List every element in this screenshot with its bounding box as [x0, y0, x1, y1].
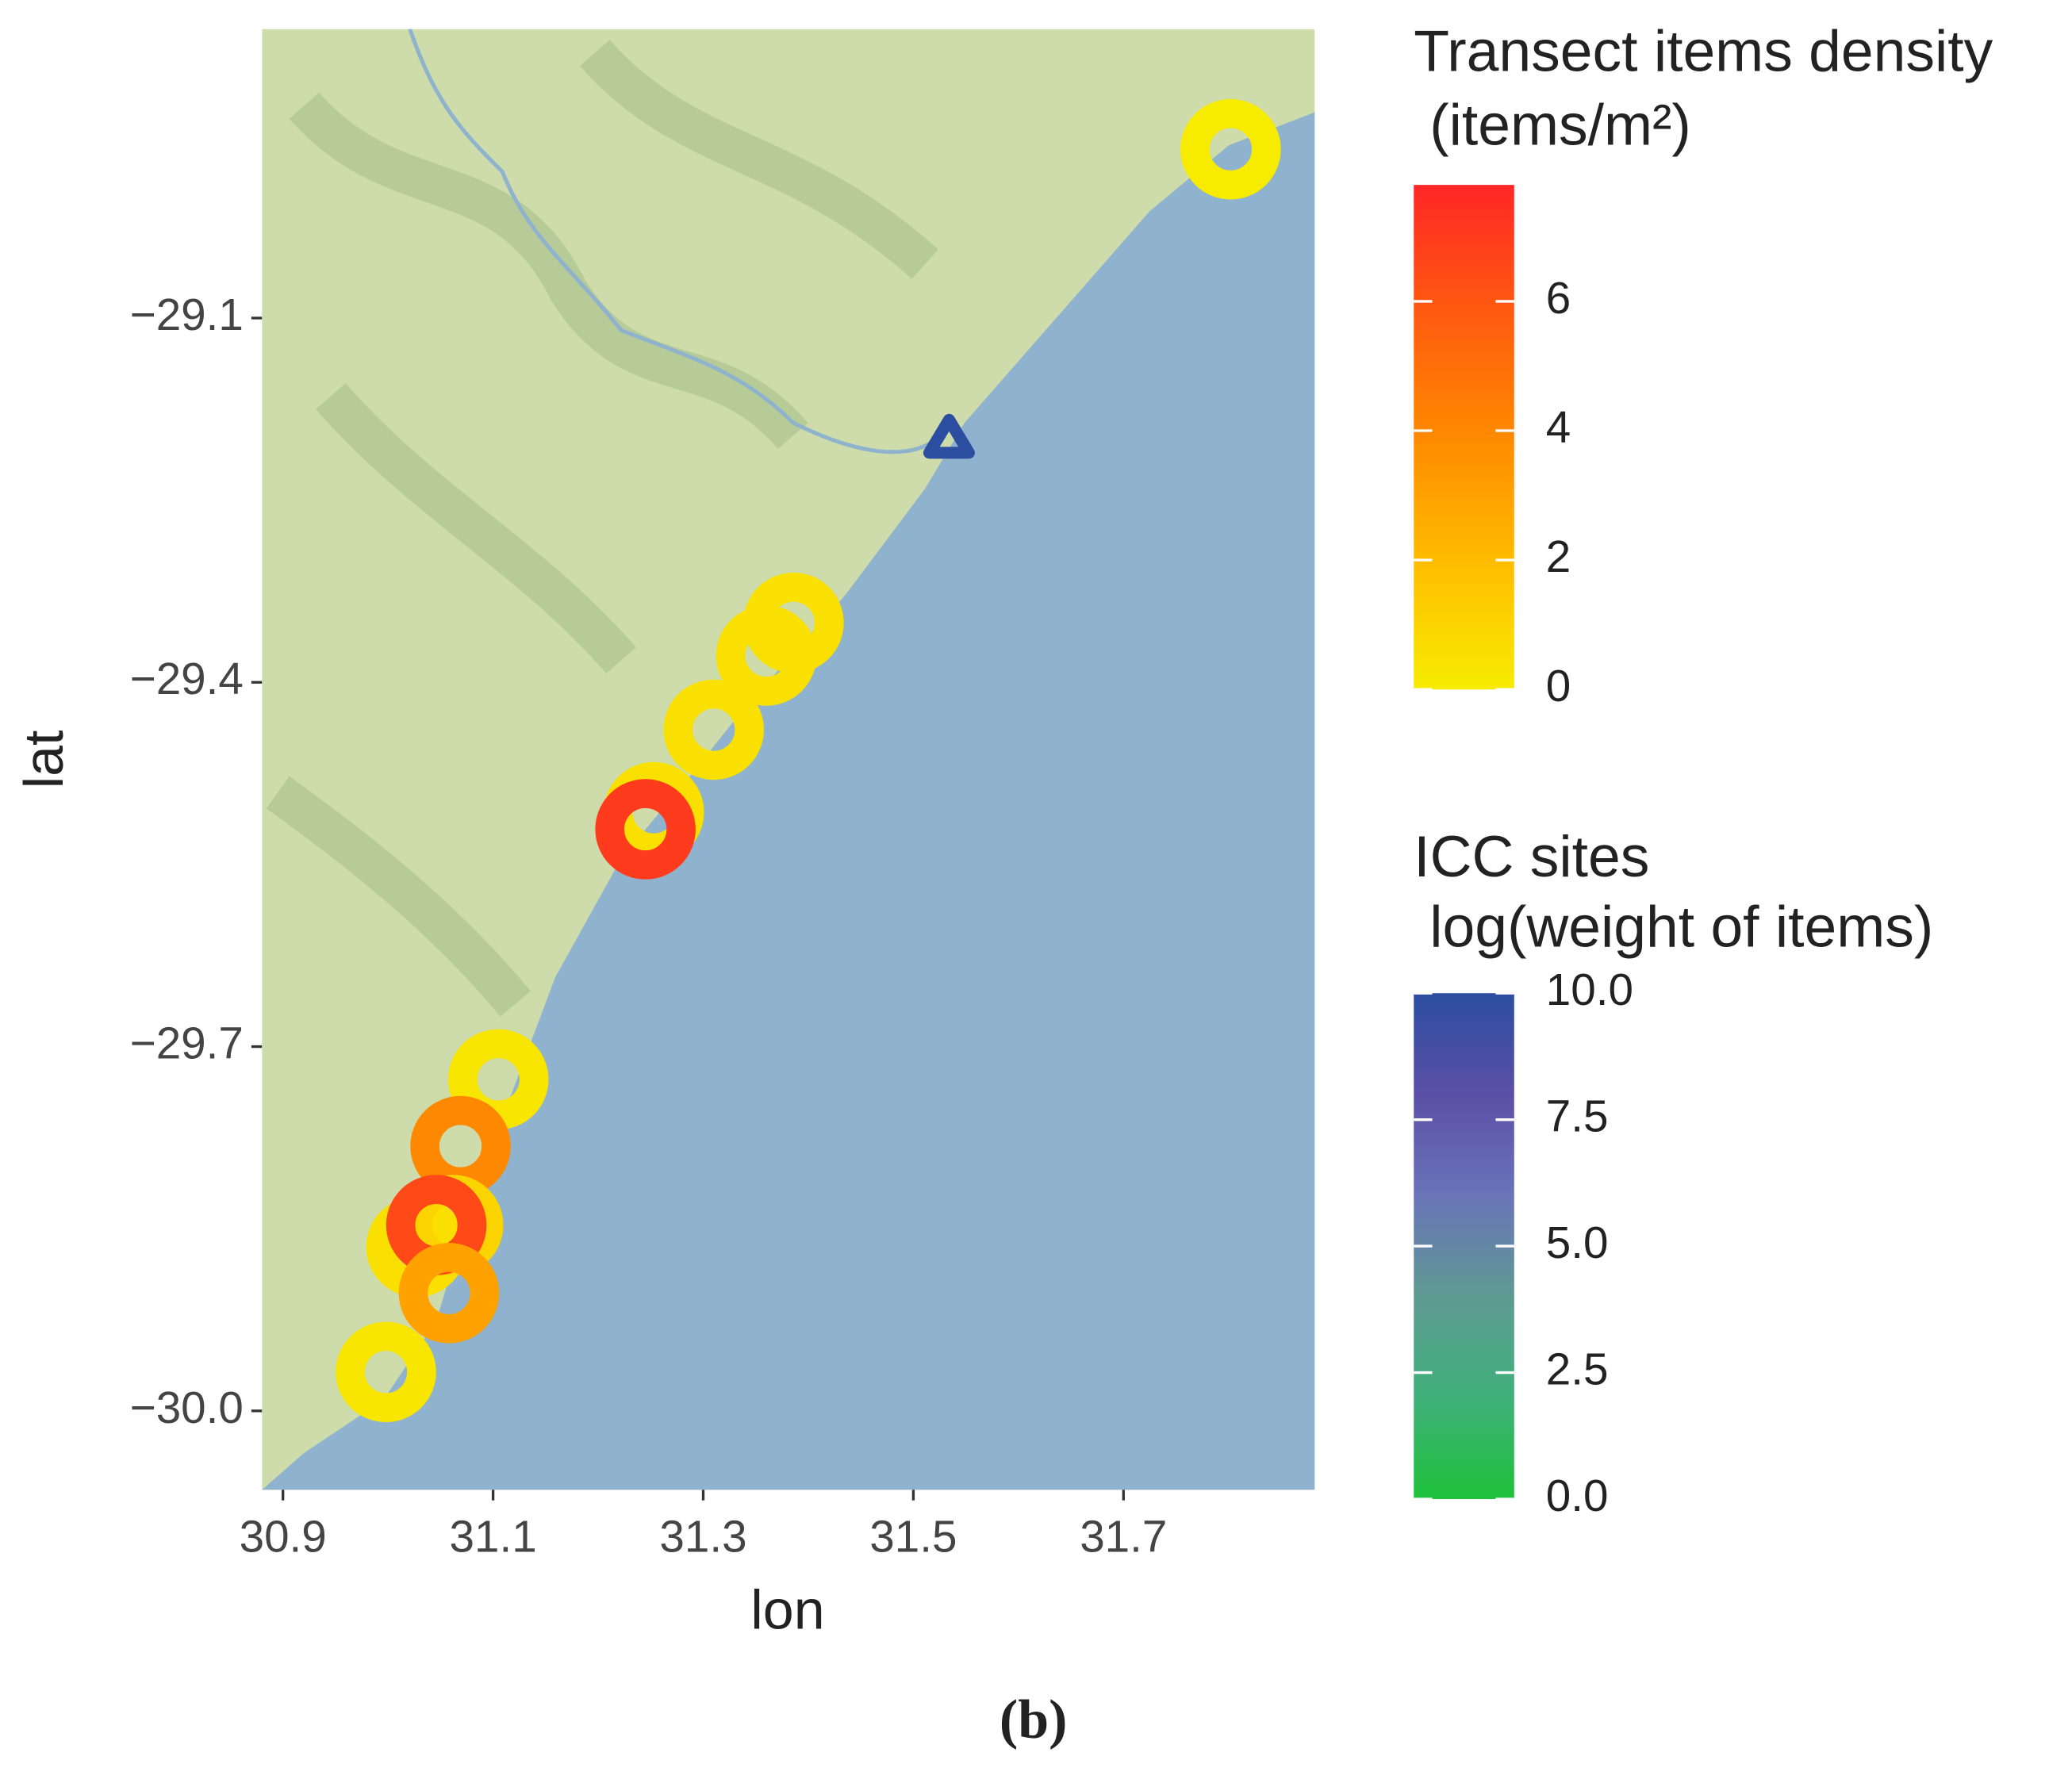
y-tick-label: −29.7 — [130, 1018, 244, 1068]
colorbar — [1414, 185, 1514, 690]
transect-point — [595, 779, 696, 880]
transect-point — [663, 679, 765, 780]
y-tick-label: −30.0 — [130, 1382, 244, 1432]
terrain — [266, 40, 938, 1017]
x-tick-label: 30.9 — [240, 1512, 327, 1562]
y-axis-title: lat — [13, 730, 75, 789]
transect-point — [1180, 98, 1281, 200]
legend-title: Transect items density — [1414, 18, 1993, 83]
x-tick-label: 31.1 — [449, 1512, 536, 1562]
legend-title: log(weight of items) — [1429, 894, 1933, 959]
legend-title: ICC sites — [1414, 824, 1649, 889]
x-tick-label: 31.3 — [659, 1512, 746, 1562]
sea — [262, 112, 1315, 1490]
colorbar-tick-label: 4 — [1546, 402, 1571, 452]
colorbar-tick-label: 0.0 — [1546, 1470, 1609, 1520]
transect-point — [398, 1243, 500, 1344]
icc-site — [923, 413, 975, 459]
x-axis-title: lon — [750, 1578, 824, 1640]
colorbar-tick-label: 10.0 — [1546, 964, 1633, 1014]
colorbar-tick-label: 6 — [1546, 273, 1571, 323]
y-tick-label: −29.1 — [130, 289, 244, 339]
colorbar-tick-label: 7.5 — [1546, 1091, 1609, 1141]
colorbar-tick-label: 0 — [1546, 661, 1571, 711]
transect-point — [336, 1321, 436, 1423]
caption: (b) — [1000, 1689, 1067, 1750]
river — [408, 29, 933, 454]
legend-title: (items/m²) — [1429, 93, 1691, 158]
x-tick-label: 31.7 — [1080, 1512, 1167, 1562]
x-tick-label: 31.5 — [869, 1512, 957, 1562]
transect-point — [716, 605, 817, 706]
colorbar-tick-label: 2 — [1546, 531, 1571, 581]
colorbar-tick-label: 5.0 — [1546, 1217, 1609, 1267]
colorbar-tick-label: 2.5 — [1546, 1344, 1609, 1394]
y-tick-label: −29.4 — [130, 654, 244, 704]
